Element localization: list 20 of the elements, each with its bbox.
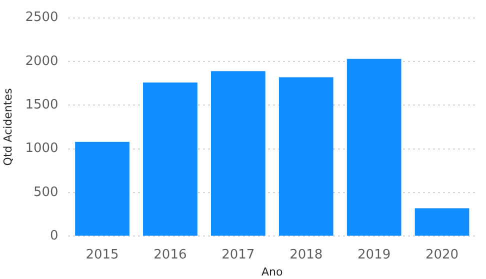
bar xyxy=(210,71,266,236)
x-tick-label: 2017 xyxy=(222,247,255,262)
x-tick-label: 2016 xyxy=(154,247,187,262)
bar xyxy=(278,77,334,236)
y-tick-label: 1500 xyxy=(25,98,58,113)
y-tick-label: 2000 xyxy=(25,54,58,69)
bar xyxy=(346,58,402,236)
x-tick-label: 2019 xyxy=(358,247,391,262)
x-tick-label: 2015 xyxy=(86,247,119,262)
y-tick-label: 2500 xyxy=(25,10,58,26)
bar xyxy=(143,82,198,236)
bar xyxy=(414,208,470,236)
x-tick-label: 2018 xyxy=(290,247,323,262)
y-tick-label: 0 xyxy=(50,228,58,244)
x-axis-title: Ano xyxy=(262,265,284,278)
y-axis-title: Qtd Acidentes xyxy=(1,88,14,166)
y-tick-label: 1000 xyxy=(25,141,58,156)
bar xyxy=(75,142,130,236)
x-tick-label: 2020 xyxy=(425,247,459,262)
y-tick-label: 500 xyxy=(33,184,58,200)
